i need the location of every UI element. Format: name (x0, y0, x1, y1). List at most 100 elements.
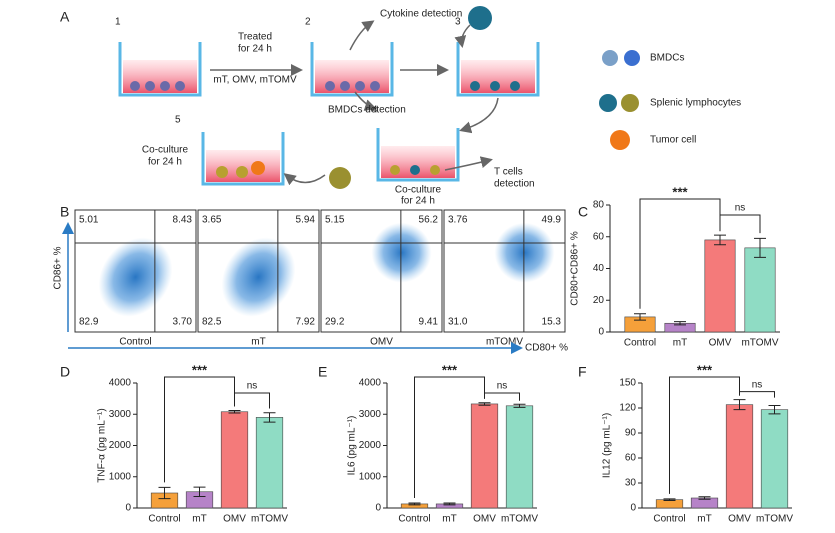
step-number: 4 (372, 105, 378, 116)
quadrant-value: 49.9 (542, 215, 562, 226)
error-bar (714, 234, 726, 246)
bar (470, 403, 499, 509)
quadrant-value: 82.9 (79, 317, 99, 328)
quadrant-value: 7.92 (296, 317, 316, 328)
cells (130, 81, 520, 178)
x-tick-label: Control (148, 514, 180, 525)
quadrant-value: 31.0 (448, 317, 468, 328)
bar (220, 411, 249, 509)
x-tick-label: mTOMV (741, 338, 778, 349)
x-tick-label: mT (697, 514, 711, 525)
cell-cloud (494, 222, 555, 283)
significance: ns (247, 381, 258, 392)
significance: ns (497, 381, 508, 392)
x-tick-label: Control (624, 338, 656, 349)
significance-bracket (414, 376, 485, 498)
x-tick-label: Control (398, 514, 430, 525)
diagram-text: for 24 h (401, 196, 435, 207)
x-tick-label: OMV (709, 338, 732, 349)
bar (760, 409, 789, 509)
icons (329, 6, 640, 189)
quadrant-value: 5.01 (79, 215, 99, 226)
diagram-text: mT, OMV, mTOMV (213, 75, 297, 86)
legend-entry: Splenic lymphocytes (650, 98, 741, 109)
significance: *** (192, 362, 208, 377)
flow-x-label: CD80+ % (525, 343, 568, 354)
x-tick-label: mT (673, 338, 687, 349)
quadrant-value: 3.76 (448, 215, 468, 226)
flow-y-label: CD86+ % (53, 246, 64, 289)
y-tick-label: 3000 (359, 409, 382, 420)
legend-entry: BMDCs (650, 53, 684, 64)
x-tick-label: OMV (728, 514, 751, 525)
diagram-text: for 24 h (238, 44, 272, 55)
y-tick-label: 2000 (109, 440, 132, 451)
flow-label: Control (119, 337, 151, 348)
error-bar (263, 412, 276, 423)
diagram-text: BMDCs detection (328, 105, 406, 116)
error-bar (698, 496, 711, 500)
y-axis-label: TNF-α (pg mL⁻¹) (97, 408, 108, 482)
wells (118, 42, 540, 186)
quadrant-value: 8.43 (173, 215, 193, 226)
significance: *** (442, 362, 458, 377)
cell-cloud (98, 237, 173, 317)
bar (255, 417, 284, 509)
error-bar (674, 321, 686, 326)
x-tick-label: OMV (223, 514, 246, 525)
cell-cloud (221, 237, 296, 317)
error-bar (158, 486, 171, 500)
significance-bracket (164, 376, 235, 483)
y-axis-label: IL6 (pg mL⁻¹) (347, 416, 358, 476)
y-tick-label: 40 (593, 263, 605, 274)
error-bar (408, 502, 421, 506)
flow-label: mTOMV (486, 337, 523, 348)
error-bar (193, 486, 206, 497)
flow-plots: 5.01 8.43 82.9 3.70 Control 3.65 5.94 82.5 7.92 m… (74, 209, 566, 348)
y-tick-label: 20 (593, 295, 605, 306)
y-tick-label: 60 (593, 231, 605, 242)
step-number: 2 (305, 17, 311, 28)
quadrant-value: 15.3 (542, 317, 562, 328)
y-tick-label: 60 (625, 453, 637, 464)
significance: ns (752, 379, 763, 390)
legend-entry: Tumor cell (650, 135, 696, 146)
quadrant-value: 5.94 (296, 215, 316, 226)
x-tick-label: Control (653, 514, 685, 525)
diagram-text: T cells (494, 167, 523, 178)
diagram-text: for 24 h (148, 157, 182, 168)
error-bar (443, 502, 456, 506)
quadrant-value: 56.2 (419, 215, 439, 226)
x-tick-label: OMV (473, 514, 496, 525)
quadrant-value: 3.65 (202, 215, 222, 226)
y-tick-label: 120 (619, 403, 636, 414)
quadrant-value: 9.41 (419, 317, 439, 328)
quadrant-value: 29.2 (325, 317, 345, 328)
x-tick-label: mTOMV (756, 514, 793, 525)
diagram-text: Treated (238, 32, 272, 43)
bar (704, 239, 736, 333)
y-tick-label: 4000 (359, 378, 382, 389)
x-tick-label: mT (192, 514, 206, 525)
y-tick-label: 1000 (109, 471, 132, 482)
error-bar (663, 498, 676, 501)
y-tick-label: 80 (593, 200, 605, 211)
error-bar (478, 402, 491, 406)
y-tick-label: 0 (598, 327, 604, 338)
diagram-text: Co-culture (395, 185, 442, 196)
significance-bracket (669, 376, 740, 494)
x-tick-label: mT (442, 514, 456, 525)
y-tick-label: 4000 (109, 378, 132, 389)
step-number: 3 (455, 17, 461, 28)
y-tick-label: 30 (625, 478, 637, 489)
error-bar (768, 405, 781, 415)
y-tick-label: 3000 (109, 409, 132, 420)
flow-label: OMV (370, 337, 393, 348)
diagram-text: Cytokine detection (380, 9, 462, 20)
cell-cloud (371, 222, 432, 283)
y-tick-label: 90 (625, 428, 637, 439)
panel-label: B (60, 204, 69, 220)
y-axis-label: IL12 (pg mL⁻¹) (602, 413, 613, 478)
significance-bracket (234, 392, 270, 409)
